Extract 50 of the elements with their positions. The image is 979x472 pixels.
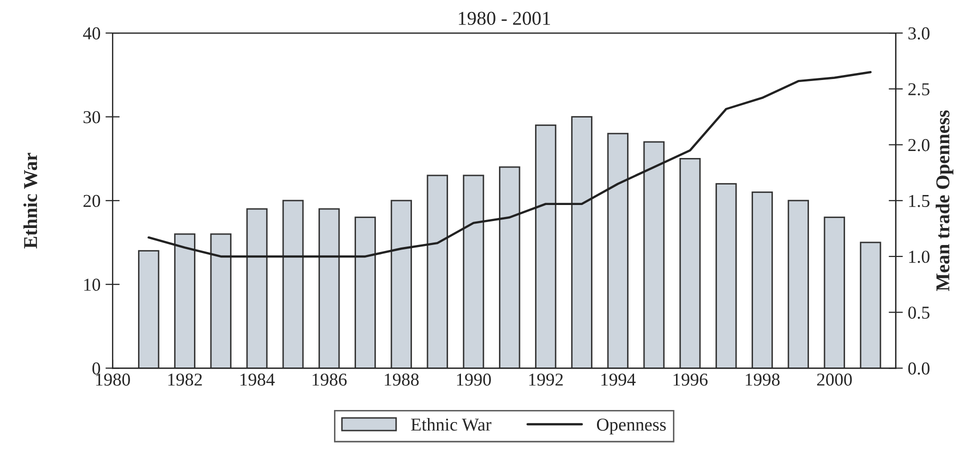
x-tick-label: 1988 (384, 374, 419, 386)
y2-tick-label: 1.5 (909, 194, 930, 208)
y2-tick-label: 2.0 (908, 139, 930, 152)
y2-tick-label: 2.5 (908, 83, 930, 96)
y2-tick-label: 0.0 (908, 362, 930, 375)
bar (246, 208, 268, 368)
legend-label: Openness (596, 418, 666, 434)
x-tick-label: 2000 (817, 374, 852, 386)
x-tick-label: 1984 (240, 374, 275, 386)
y-tick-label: 20 (84, 194, 100, 208)
bar (607, 132, 628, 368)
y-tick-label: 0 (92, 362, 100, 375)
bar (426, 174, 448, 368)
bar (788, 200, 809, 368)
bar (210, 233, 232, 368)
x-tick-label: 1982 (168, 374, 202, 386)
y-tick-label: 10 (84, 278, 100, 291)
chart-title: 1980 - 2001 (458, 12, 550, 25)
x-tick-label: 1986 (312, 374, 347, 386)
y-axis-title: Ethnic War (23, 152, 38, 248)
x-tick-label: 1980 (96, 374, 130, 386)
legend-label: Ethnic War (411, 418, 492, 431)
bar (282, 200, 304, 368)
bar (498, 166, 520, 368)
bar (643, 141, 665, 368)
y2-tick-label: 3.0 (908, 27, 930, 40)
y-tick-label: 30 (84, 111, 100, 124)
bar (571, 116, 592, 368)
y2-tick-label: 0.5 (908, 306, 930, 319)
bar (716, 183, 737, 368)
x-tick-label: 1990 (457, 374, 491, 386)
x-tick-label: 1992 (529, 374, 563, 386)
bar (824, 216, 846, 368)
bar (462, 174, 484, 368)
x-tick-label: 1996 (674, 374, 708, 386)
y-tick-label: 40 (83, 27, 100, 40)
bar (535, 124, 556, 368)
bar (860, 242, 882, 368)
line-series (148, 71, 872, 258)
bar (174, 233, 196, 368)
bar (318, 208, 340, 368)
x-tick-label: 1994 (601, 374, 636, 386)
bar (390, 200, 412, 368)
x-tick-label: 1998 (746, 374, 780, 386)
bar (679, 158, 701, 368)
bar (354, 216, 376, 368)
y2-axis-title: Mean trade Openness (936, 110, 954, 292)
y2-tick-label: 1.0 (909, 250, 930, 263)
bar (138, 250, 160, 368)
bar (752, 192, 773, 368)
